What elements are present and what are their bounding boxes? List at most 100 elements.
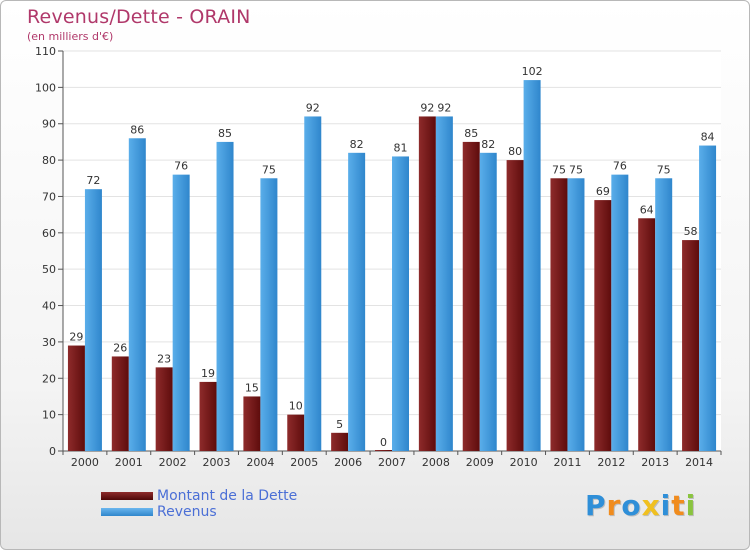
logo-letter: r bbox=[606, 489, 622, 522]
bar-dette bbox=[111, 356, 129, 451]
x-tick-label: 2002 bbox=[159, 456, 187, 469]
data-label-dette: 92 bbox=[420, 101, 434, 114]
logo-letter: i bbox=[685, 489, 697, 522]
bar-revenus bbox=[392, 156, 409, 452]
data-label-dette: 75 bbox=[552, 163, 566, 176]
bar-dette bbox=[199, 381, 217, 451]
bar-revenus bbox=[260, 178, 278, 452]
bar-dette bbox=[287, 414, 305, 451]
data-label-revenus: 102 bbox=[522, 65, 543, 78]
data-label-dette: 26 bbox=[113, 341, 127, 354]
y-tick-label: 60 bbox=[42, 227, 56, 240]
data-label-revenus: 92 bbox=[306, 101, 320, 114]
x-tick-label: 2012 bbox=[597, 456, 625, 469]
logo-letter: i bbox=[660, 489, 672, 522]
y-tick-label: 40 bbox=[42, 300, 56, 313]
data-label-dette: 5 bbox=[336, 418, 343, 431]
data-label-dette: 64 bbox=[640, 203, 654, 216]
legend-swatch-revenus bbox=[101, 508, 153, 516]
bar-dette bbox=[506, 160, 524, 451]
bar-dette bbox=[418, 116, 436, 452]
x-tick-label: 2011 bbox=[553, 456, 581, 469]
x-tick-label: 2006 bbox=[334, 456, 362, 469]
data-label-dette: 80 bbox=[508, 145, 522, 158]
bar-revenus bbox=[128, 138, 146, 452]
bar-dette bbox=[594, 200, 612, 451]
bar-revenus bbox=[523, 80, 541, 451]
x-tick-label: 2005 bbox=[290, 456, 318, 469]
bar-revenus bbox=[348, 152, 366, 451]
data-label-revenus: 92 bbox=[437, 101, 451, 114]
y-tick-label: 100 bbox=[35, 81, 56, 94]
y-tick-label: 90 bbox=[42, 118, 56, 131]
x-tick-label: 2004 bbox=[246, 456, 274, 469]
logo-letter: o bbox=[621, 489, 642, 522]
bar-dette bbox=[638, 218, 656, 451]
bar-revenus bbox=[611, 174, 629, 452]
data-label-dette: 58 bbox=[684, 225, 698, 238]
x-tick-label: 2008 bbox=[422, 456, 450, 469]
y-tick-label: 0 bbox=[49, 445, 56, 458]
bar-revenus bbox=[216, 141, 234, 451]
bar-revenus bbox=[567, 178, 585, 452]
bar-revenus bbox=[172, 174, 190, 452]
bar-dette bbox=[550, 178, 568, 452]
bar-revenus bbox=[304, 116, 322, 452]
data-label-revenus: 75 bbox=[657, 163, 671, 176]
data-label-revenus: 72 bbox=[86, 174, 100, 187]
logo-letter: x bbox=[641, 489, 661, 522]
x-tick-label: 2009 bbox=[466, 456, 494, 469]
y-tick-label: 30 bbox=[42, 336, 56, 349]
chart-subtitle: (en milliers d'€) bbox=[27, 30, 114, 43]
data-label-dette: 15 bbox=[245, 381, 259, 394]
x-tick-label: 2007 bbox=[378, 456, 406, 469]
bar-revenus bbox=[655, 178, 673, 452]
data-label-dette: 23 bbox=[157, 352, 171, 365]
data-label-revenus: 76 bbox=[174, 160, 188, 173]
bar-dette bbox=[375, 450, 392, 451]
data-label-revenus: 81 bbox=[394, 141, 408, 154]
y-tick-label: 10 bbox=[42, 409, 56, 422]
legend-swatch-dette bbox=[101, 492, 153, 500]
data-label-dette: 19 bbox=[201, 367, 215, 380]
legend-label-revenus: Revenus bbox=[157, 504, 217, 520]
x-tick-label: 2013 bbox=[641, 456, 669, 469]
y-tick-label: 80 bbox=[42, 154, 56, 167]
data-label-dette: 85 bbox=[464, 127, 478, 140]
data-label-revenus: 84 bbox=[701, 131, 715, 144]
x-tick-label: 2010 bbox=[510, 456, 538, 469]
data-label-dette: 29 bbox=[69, 331, 83, 344]
data-label-revenus: 75 bbox=[262, 163, 276, 176]
data-label-dette: 0 bbox=[380, 436, 387, 449]
y-tick-label: 70 bbox=[42, 190, 56, 203]
data-label-revenus: 86 bbox=[130, 123, 144, 136]
y-tick-label: 50 bbox=[42, 263, 56, 276]
bar-dette bbox=[67, 345, 85, 451]
data-label-dette: 10 bbox=[289, 400, 303, 413]
data-label-revenus: 82 bbox=[350, 138, 364, 151]
proxiti-logo: Proxiti bbox=[585, 489, 696, 522]
data-label-dette: 69 bbox=[596, 185, 610, 198]
bar-dette bbox=[155, 367, 173, 451]
bar-dette bbox=[331, 432, 349, 451]
x-tick-label: 2003 bbox=[203, 456, 231, 469]
bar-dette bbox=[682, 240, 700, 451]
bar-revenus bbox=[479, 152, 497, 451]
x-tick-label: 2000 bbox=[71, 456, 99, 469]
data-label-revenus: 75 bbox=[569, 163, 583, 176]
data-label-revenus: 85 bbox=[218, 127, 232, 140]
data-label-revenus: 76 bbox=[613, 160, 627, 173]
x-tick-label: 2014 bbox=[685, 456, 713, 469]
bar-revenus bbox=[435, 116, 453, 452]
data-label-revenus: 82 bbox=[481, 138, 495, 151]
bar-revenus bbox=[84, 189, 102, 451]
logo-letter: t bbox=[671, 489, 686, 522]
bar-dette bbox=[243, 396, 261, 451]
logo-letter: P bbox=[585, 489, 607, 522]
legend-label-dette: Montant de la Dette bbox=[157, 488, 298, 504]
y-tick-label: 20 bbox=[42, 372, 56, 385]
chart-title: Revenus/Dette - ORAIN bbox=[27, 6, 251, 28]
bar-revenus bbox=[699, 145, 717, 451]
